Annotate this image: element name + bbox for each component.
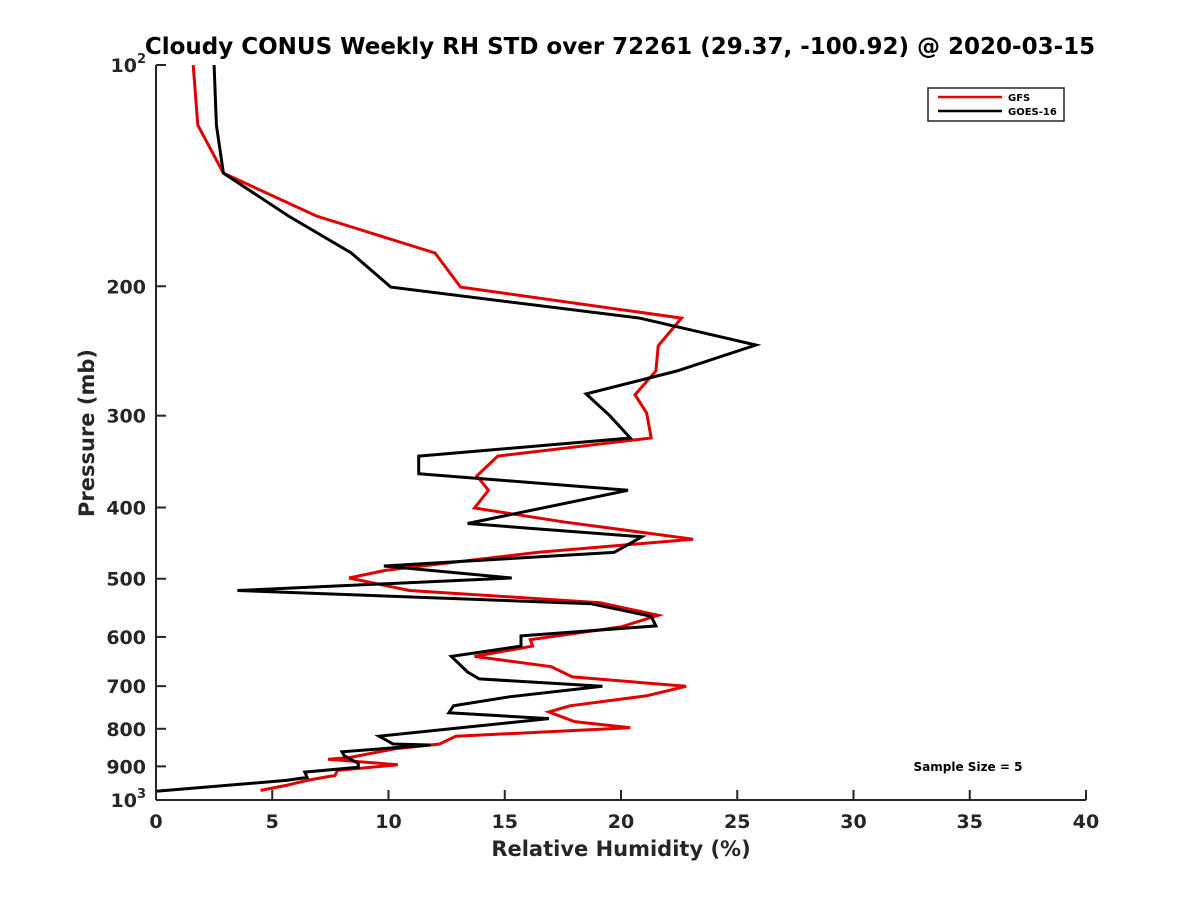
- x-tick-label: 0: [149, 811, 162, 833]
- chart-title: Cloudy CONUS Weekly RH STD over 72261 (2…: [145, 34, 1095, 60]
- sample-size-annotation: Sample Size = 5: [914, 760, 1023, 774]
- y-tick-label: 400: [106, 498, 146, 520]
- y-tick-label: 102: [111, 52, 147, 77]
- x-tick-label: 20: [608, 811, 634, 833]
- y-tick-label: 300: [106, 406, 146, 428]
- y-tick-label: 700: [106, 676, 146, 698]
- y-axis-label: Pressure (mb): [75, 349, 99, 517]
- legend-label-goes16: GOES-16: [1008, 107, 1057, 118]
- y-tick-label: 500: [106, 569, 146, 591]
- x-tick-label: 15: [492, 811, 518, 833]
- y-tick-label: 600: [106, 627, 146, 649]
- y-ticks: 102 200 300 400 500 600 700 800 900 103: [106, 52, 166, 812]
- legend-box: [927, 87, 1065, 122]
- legend: GFS GOES-16: [927, 87, 1065, 122]
- x-tick-label: 10: [375, 811, 401, 833]
- y-tick-label: 900: [106, 756, 146, 778]
- y-tick-label: 800: [106, 719, 146, 741]
- x-tick-label: 25: [724, 811, 750, 833]
- x-tick-label: 5: [266, 811, 279, 833]
- y-tick-label: 200: [106, 276, 146, 298]
- series-layer: [155, 64, 762, 793]
- legend-label-gfs: GFS: [1008, 93, 1030, 104]
- series-line-goes-16: [155, 64, 762, 793]
- x-axis-label: Relative Humidity (%): [491, 837, 750, 861]
- series-line-gfs: [191, 64, 694, 792]
- y-tick-label: 103: [111, 787, 147, 812]
- x-tick-label: 35: [957, 811, 983, 833]
- x-tick-label: 40: [1073, 811, 1099, 833]
- x-tick-label: 30: [840, 811, 866, 833]
- x-ticks: 0 5 10 15 20 25 30 35 40: [149, 790, 1099, 833]
